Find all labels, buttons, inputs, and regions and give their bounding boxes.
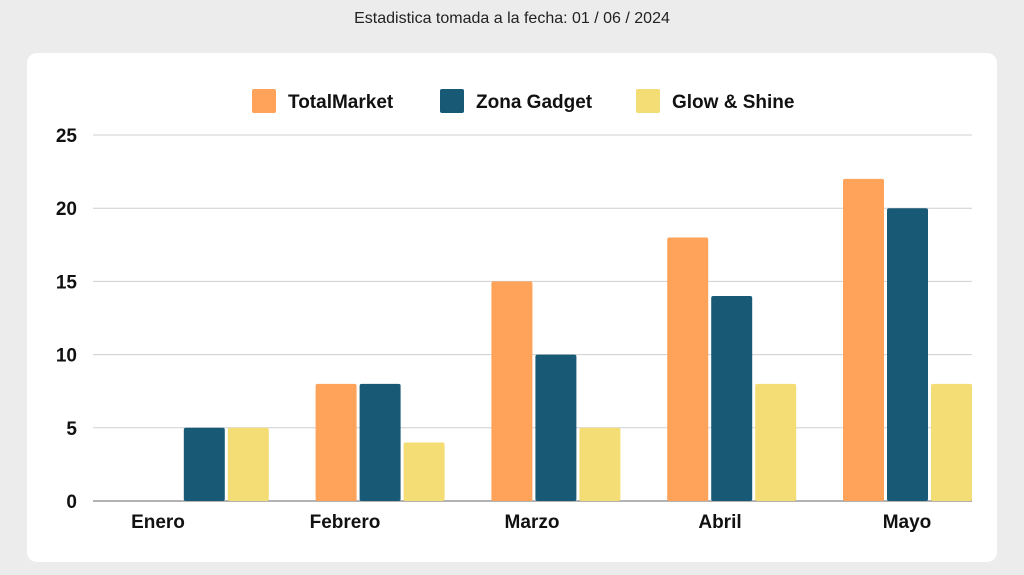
x-category-label: Febrero	[310, 512, 381, 533]
bar-zona-gadget-enero	[183, 427, 225, 501]
legend-label: TotalMarket	[288, 92, 394, 113]
x-category-label: Abril	[698, 512, 741, 533]
y-tick-label: 20	[56, 199, 77, 220]
x-category-label: Mayo	[883, 512, 932, 533]
bar-totalmarket-febrero	[315, 383, 357, 501]
legend: TotalMarket Zona Gadget Glow & Shine	[252, 89, 794, 113]
x-category-label: Enero	[131, 512, 185, 533]
bar-totalmarket-marzo	[491, 281, 533, 501]
legend-swatch	[636, 89, 660, 113]
legend-label: Zona Gadget	[476, 92, 593, 113]
bar-glow-shine-enero	[227, 427, 269, 501]
bar-totalmarket-abril	[667, 237, 709, 502]
bar-glow-shine-febrero	[403, 442, 445, 501]
bar-zona-gadget-marzo	[535, 354, 577, 501]
y-tick-label: 10	[56, 346, 77, 367]
bar-zona-gadget-mayo	[887, 208, 928, 501]
bar-glow-shine-abril	[755, 383, 797, 501]
y-tick-label: 25	[56, 126, 78, 147]
bar-glow-shine-marzo	[579, 427, 621, 501]
legend-swatch	[252, 89, 276, 113]
chart-subtitle: Estadistica tomada a la fecha: 01 / 06 /…	[354, 10, 670, 27]
y-axis-ticks: 0 5 10 15 20 25	[56, 126, 78, 513]
legend-label: Glow & Shine	[672, 92, 794, 113]
bar-zona-gadget-abril	[711, 296, 753, 501]
bar-totalmarket-mayo	[843, 178, 884, 502]
y-tick-label: 5	[66, 419, 77, 440]
bars	[183, 178, 972, 502]
x-category-label: Marzo	[505, 512, 560, 533]
y-tick-label: 15	[56, 272, 78, 293]
bar-zona-gadget-febrero	[359, 383, 401, 501]
bar-glow-shine-mayo	[931, 383, 972, 501]
gridlines	[93, 134, 972, 502]
legend-swatch	[440, 89, 464, 113]
x-axis-categories: Enero Febrero Marzo Abril Mayo	[131, 512, 931, 533]
y-tick-label: 0	[66, 492, 77, 513]
